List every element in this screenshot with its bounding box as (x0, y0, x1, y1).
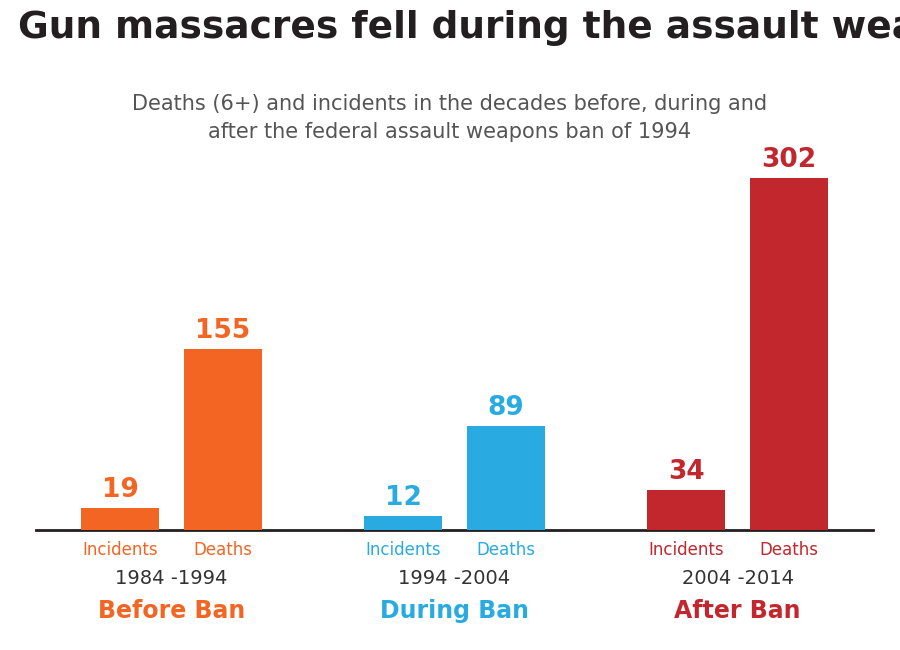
Text: Deaths: Deaths (194, 541, 252, 559)
Text: Before Ban: Before Ban (98, 599, 245, 623)
Text: 89: 89 (487, 395, 524, 421)
Bar (466, 426, 544, 530)
Bar (647, 490, 725, 530)
Text: 1984 -1994: 1984 -1994 (115, 569, 228, 588)
Text: Deaths: Deaths (476, 541, 536, 559)
Bar (81, 508, 159, 530)
Text: During Ban: During Ban (380, 599, 529, 623)
Text: 155: 155 (195, 318, 250, 344)
Text: 2004 -2014: 2004 -2014 (681, 569, 794, 588)
Text: Deaths (6+) and incidents in the decades before, during and
after the federal as: Deaths (6+) and incidents in the decades… (132, 94, 768, 142)
Bar (750, 177, 828, 530)
Text: After Ban: After Ban (674, 599, 801, 623)
Text: 34: 34 (668, 460, 705, 486)
Text: Incidents: Incidents (83, 541, 158, 559)
Text: Gun massacres fell during the assault weapons ban: Gun massacres fell during the assault we… (18, 10, 900, 46)
Text: 19: 19 (102, 477, 139, 503)
Text: Incidents: Incidents (365, 541, 441, 559)
Text: 1994 -2004: 1994 -2004 (399, 569, 510, 588)
Text: 12: 12 (385, 485, 422, 511)
Text: Deaths: Deaths (760, 541, 818, 559)
Bar (364, 515, 443, 530)
Text: 302: 302 (761, 147, 816, 173)
Bar (184, 349, 262, 530)
Text: Incidents: Incidents (649, 541, 724, 559)
